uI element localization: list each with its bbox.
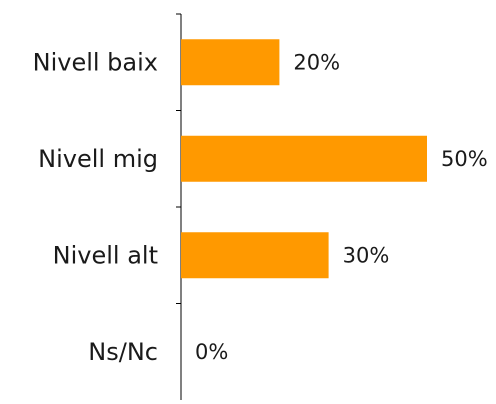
category-label: Ns/Nc [88,338,158,366]
bar-3 [181,232,329,279]
category-label: Nivell baix [33,48,158,76]
bar-2 [181,135,427,182]
value-label: 30% [343,243,390,267]
value-label: 0% [195,340,228,364]
category-label: Nivell mig [38,145,158,173]
value-label: 20% [293,50,340,74]
bar-1 [181,39,280,86]
category-label: Nivell alt [53,241,158,269]
value-label: 50% [441,147,488,171]
